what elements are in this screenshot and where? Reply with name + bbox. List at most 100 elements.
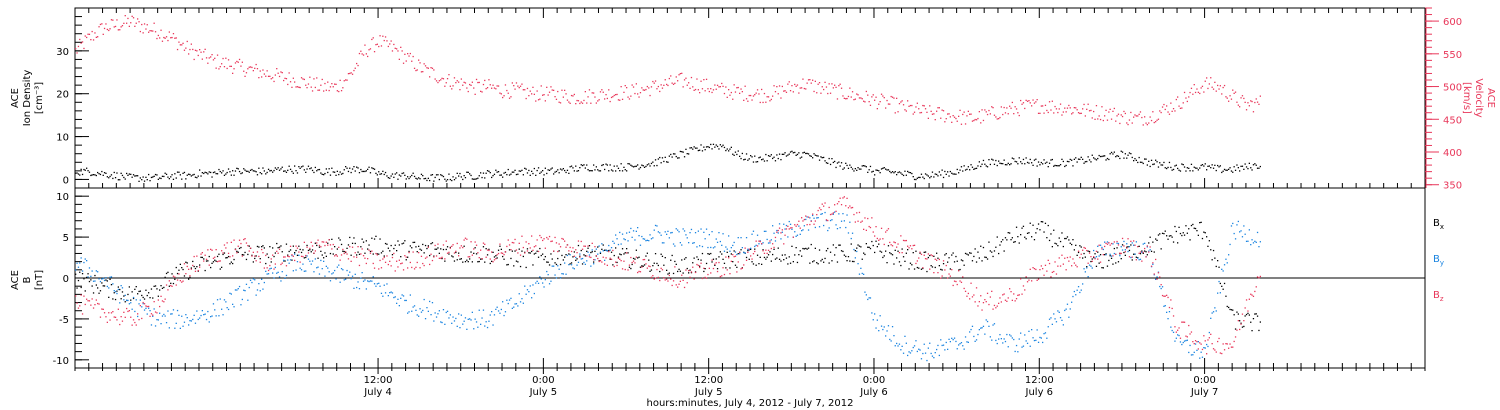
data-point: [1245, 299, 1248, 301]
data-point: [850, 243, 852, 245]
data-point: [993, 250, 996, 252]
data-point: [845, 255, 847, 258]
data-point: [818, 82, 821, 84]
data-point: [645, 263, 647, 265]
data-point: [823, 224, 825, 227]
top-left-tick-label: 0: [63, 175, 69, 186]
data-point: [975, 167, 978, 169]
data-point: [510, 257, 512, 260]
data-point: [508, 299, 511, 301]
data-point: [809, 155, 811, 157]
data-point: [783, 259, 785, 261]
data-point: [814, 80, 816, 82]
data-point: [734, 251, 737, 253]
legend-Bx: Bx: [1433, 218, 1444, 231]
data-point: [875, 169, 877, 171]
data-point: [1155, 258, 1157, 261]
data-point: [758, 240, 760, 242]
data-point: [97, 302, 99, 305]
data-point: [157, 319, 159, 321]
data-point: [532, 172, 534, 175]
data-point: [1251, 330, 1253, 332]
data-point: [273, 277, 275, 279]
data-point: [532, 264, 534, 266]
data-point: [624, 239, 626, 241]
data-point: [707, 146, 709, 148]
data-point: [1183, 91, 1186, 94]
data-point: [1221, 93, 1223, 95]
data-point: [489, 172, 491, 174]
data-point: [971, 325, 974, 327]
data-point: [495, 258, 497, 260]
data-point: [110, 276, 113, 278]
data-point: [635, 230, 637, 232]
data-point: [656, 225, 658, 227]
data-point: [959, 268, 961, 271]
data-point: [1004, 164, 1007, 166]
data-point: [94, 32, 96, 34]
data-point: [131, 176, 133, 178]
data-point: [339, 171, 341, 173]
data-point: [1211, 259, 1213, 261]
data-point: [1007, 232, 1009, 234]
data-point: [230, 174, 232, 176]
data-point: [205, 258, 208, 260]
data-point: [1025, 99, 1027, 101]
data-point: [500, 93, 502, 95]
data-point: [537, 250, 540, 253]
data-point: [105, 23, 107, 25]
data-point: [725, 246, 727, 248]
data-point: [1182, 321, 1184, 323]
data-point: [95, 284, 97, 286]
data-point: [288, 250, 290, 253]
data-point: [1228, 168, 1230, 170]
data-point: [971, 260, 974, 262]
data-point: [620, 254, 622, 256]
data-point: [900, 349, 902, 351]
data-point: [1248, 298, 1250, 300]
data-point: [1108, 242, 1110, 244]
data-point: [1163, 233, 1165, 235]
data-point: [712, 258, 715, 260]
data-point: [817, 209, 819, 212]
data-point: [418, 245, 420, 247]
data-point: [149, 180, 151, 182]
data-point: [1110, 255, 1113, 257]
data-point: [1062, 324, 1064, 326]
data-point: [418, 252, 420, 254]
data-point: [1194, 167, 1197, 169]
x-tick-date-label: July 5: [529, 387, 558, 398]
data-point: [105, 316, 107, 318]
data-point: [1219, 292, 1221, 294]
data-point: [725, 267, 727, 269]
data-point: [324, 244, 326, 247]
data-point: [861, 220, 863, 222]
data-point: [1210, 167, 1212, 169]
data-point: [765, 101, 767, 103]
data-point: [207, 310, 209, 313]
data-point: [745, 237, 748, 239]
data-point: [831, 260, 833, 262]
data-point: [1022, 158, 1025, 161]
data-point: [270, 169, 272, 172]
data-point: [307, 258, 310, 260]
data-point: [153, 175, 155, 177]
data-point: [581, 257, 584, 260]
data-point: [157, 34, 159, 37]
data-point: [146, 313, 148, 315]
data-point: [661, 269, 664, 271]
data-point: [785, 155, 788, 157]
legend-subscript: y: [1440, 259, 1444, 267]
data-point: [1230, 346, 1233, 348]
data-point: [296, 86, 299, 88]
data-point: [579, 102, 581, 105]
data-point: [486, 254, 489, 256]
data-point: [519, 85, 522, 87]
data-point: [347, 258, 350, 260]
data-point: [165, 284, 168, 286]
data-point: [1222, 170, 1224, 172]
data-point: [754, 250, 756, 253]
data-point: [1203, 165, 1205, 167]
data-point: [880, 168, 883, 170]
